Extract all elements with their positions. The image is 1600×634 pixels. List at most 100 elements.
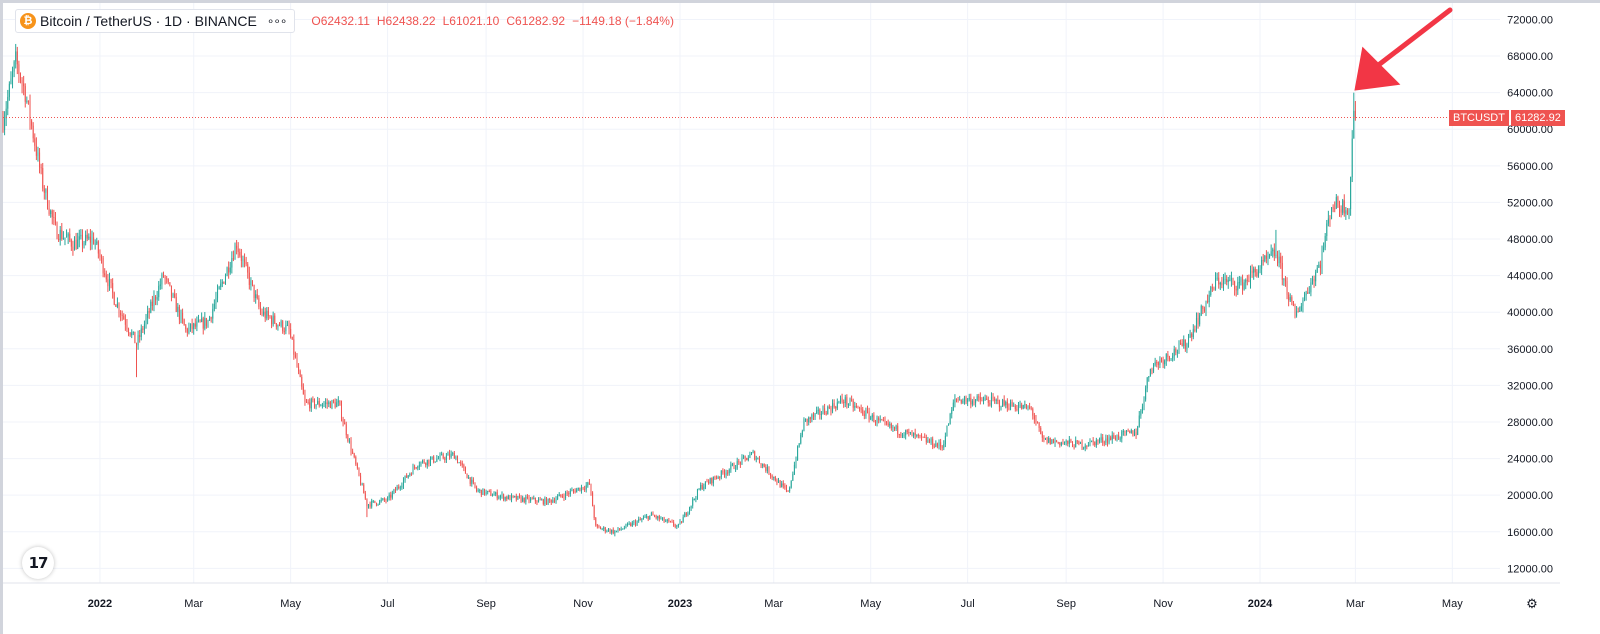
candle-body: [728, 469, 730, 473]
candle-body: [1316, 267, 1318, 273]
candle-body: [288, 324, 290, 329]
candle-body: [609, 529, 611, 533]
candle-body: [1094, 441, 1096, 446]
candle-body: [15, 51, 17, 62]
candle-body: [550, 500, 552, 503]
candle-body: [83, 242, 85, 246]
candle-body: [696, 489, 698, 499]
candle-body: [1021, 404, 1023, 409]
candle-body: [677, 524, 679, 526]
candle-body: [1219, 282, 1221, 285]
candle-body: [374, 500, 376, 503]
candle-body: [755, 458, 757, 460]
candle-body: [1121, 431, 1123, 439]
candle-body: [80, 234, 82, 237]
candle-body: [371, 500, 373, 507]
tradingview-logo-icon[interactable]: 17: [22, 547, 54, 579]
candle-body: [822, 408, 824, 415]
candle-body: [658, 516, 660, 519]
candle-body: [304, 394, 306, 402]
candle-body: [1054, 440, 1056, 443]
candle-body: [361, 484, 363, 486]
candle-body: [816, 410, 818, 414]
candle-body: [29, 101, 31, 121]
candle-body: [863, 414, 865, 416]
candle-body: [735, 468, 737, 470]
candle-body: [716, 478, 718, 480]
candle-body: [962, 400, 964, 403]
candle-body: [210, 317, 212, 319]
candle-body: [1288, 294, 1290, 301]
candle-body: [1130, 430, 1132, 433]
candle-body: [862, 409, 864, 415]
candle-body: [849, 399, 851, 405]
candle-body: [692, 499, 694, 506]
candle-body: [444, 458, 446, 460]
candle-body: [24, 86, 26, 102]
candle-body: [1151, 369, 1153, 372]
candle-body: [479, 489, 481, 491]
y-tick-label: 16000.00: [1507, 527, 1553, 539]
candle-body: [778, 480, 780, 483]
candle-body: [120, 313, 122, 315]
candle-body: [1010, 401, 1012, 410]
candle-body: [96, 241, 98, 244]
candle-body: [331, 400, 333, 409]
candle-body: [1046, 438, 1048, 443]
candle-body: [1114, 437, 1116, 440]
candle-body: [1052, 439, 1054, 443]
candle-body: [61, 229, 63, 239]
candle-body: [1111, 435, 1113, 440]
candle-body: [53, 216, 55, 219]
candle-body: [689, 508, 691, 513]
candle-body: [714, 476, 716, 479]
candle-body: [248, 272, 250, 285]
candle-body: [983, 399, 985, 402]
candle-body: [987, 399, 989, 403]
candle-body: [1296, 311, 1298, 316]
x-tick-label: Mar: [184, 598, 203, 610]
candle-body: [1331, 207, 1333, 219]
candle-body: [685, 513, 687, 516]
candle-body: [847, 404, 849, 406]
candle-body: [607, 529, 609, 532]
candle-body: [379, 500, 381, 505]
symbol-selector[interactable]: ₿ Bitcoin / TetherUS · 1D · BINANCE ∘∘∘: [15, 9, 296, 33]
candle-body: [1307, 292, 1309, 294]
candle-body: [309, 402, 311, 409]
candle-body: [782, 483, 784, 486]
candle-body: [1103, 442, 1105, 444]
candle-body: [806, 418, 808, 423]
candle-body: [760, 463, 762, 466]
candle-body: [509, 495, 511, 501]
candle-body: [458, 462, 460, 464]
candle-body: [523, 497, 525, 503]
candle-body: [871, 414, 873, 418]
candle-body: [264, 311, 266, 319]
more-options-icon[interactable]: ∘∘∘: [266, 14, 288, 28]
candle-body: [1323, 247, 1325, 250]
overlay-layer: [3, 7, 1453, 119]
candle-body: [717, 477, 719, 479]
candle-body: [1003, 399, 1005, 406]
candle-body: [280, 321, 282, 326]
gear-icon[interactable]: ⚙: [1526, 596, 1538, 611]
candle-body: [879, 419, 881, 421]
candle-body: [143, 324, 145, 330]
candle-body: [156, 297, 158, 300]
candle-body: [801, 431, 803, 435]
candle-body: [1273, 249, 1275, 256]
candle-body: [1017, 406, 1019, 410]
candle-body: [1318, 264, 1320, 268]
candle-body: [259, 306, 261, 312]
candle-body: [951, 410, 953, 415]
candle-body: [1143, 399, 1145, 407]
candle-body: [1156, 362, 1158, 364]
candle-body: [970, 397, 972, 405]
candle-body: [387, 497, 389, 501]
candle-body: [663, 517, 665, 522]
candle-body: [1073, 446, 1075, 448]
candle-body: [188, 327, 190, 333]
candle-body: [1195, 318, 1197, 331]
